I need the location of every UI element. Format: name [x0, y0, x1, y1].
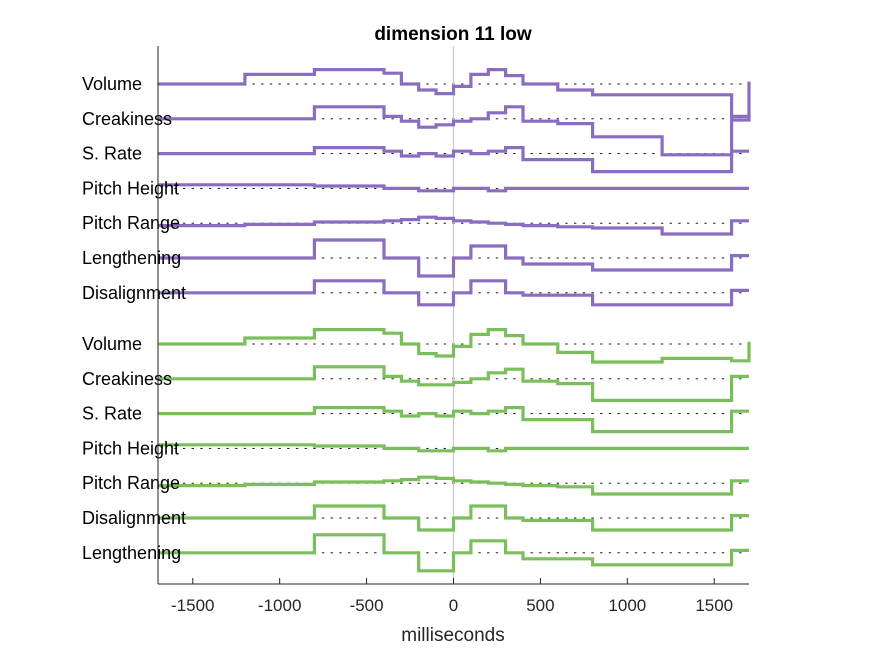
- series-line-pitch-height: [158, 443, 749, 453]
- row-label: Lengthening: [82, 248, 181, 268]
- series-line-disalignment: [158, 504, 749, 532]
- series-line-disalignment: [158, 279, 749, 307]
- series-layer: [158, 68, 751, 573]
- x-tick-label: -500: [350, 596, 384, 615]
- row-label: Disalignment: [82, 283, 186, 303]
- row-label: Pitch Range: [82, 473, 180, 493]
- series-line-creakiness: [158, 105, 749, 157]
- series-line-creakiness: [158, 365, 749, 402]
- x-tick-label: -1500: [171, 596, 214, 615]
- series-line-pitch-height: [158, 183, 749, 193]
- series-line-s-rate: [158, 406, 749, 434]
- series-line-lengthening: [158, 238, 749, 278]
- row-label: Lengthening: [82, 543, 181, 563]
- x-tick-label: 0: [449, 596, 458, 615]
- series-line-pitch-range: [158, 215, 749, 236]
- series-line-s-rate: [158, 146, 749, 174]
- series-line-pitch-range: [158, 475, 749, 496]
- series-line-volume: [158, 328, 751, 364]
- row-label: Volume: [82, 74, 142, 94]
- row-label: S. Rate: [82, 144, 142, 164]
- row-label: S. Rate: [82, 404, 142, 424]
- row-label: Disalignment: [82, 508, 186, 528]
- row-label: Pitch Height: [82, 438, 179, 458]
- x-tick-label: -1000: [258, 596, 301, 615]
- row-label: Creakiness: [82, 109, 172, 129]
- row-label: Pitch Range: [82, 213, 180, 233]
- x-axis-ticks: -1500 -1000 -500 0 500 1000 1500: [171, 578, 733, 615]
- row-label: Pitch Height: [82, 178, 179, 198]
- x-tick-label: 500: [526, 596, 554, 615]
- row-labels: Volume Creakiness S. Rate Pitch Height Pitch…: [82, 74, 186, 563]
- series-line-volume: [158, 68, 751, 122]
- chart-title: dimension 11 low: [374, 24, 532, 45]
- x-tick-label: 1000: [608, 596, 646, 615]
- x-axis-label: milliseconds: [401, 625, 504, 646]
- row-label: Volume: [82, 334, 142, 354]
- series-line-lengthening: [158, 533, 749, 573]
- x-tick-label: 1500: [695, 596, 733, 615]
- row-label: Creakiness: [82, 369, 172, 389]
